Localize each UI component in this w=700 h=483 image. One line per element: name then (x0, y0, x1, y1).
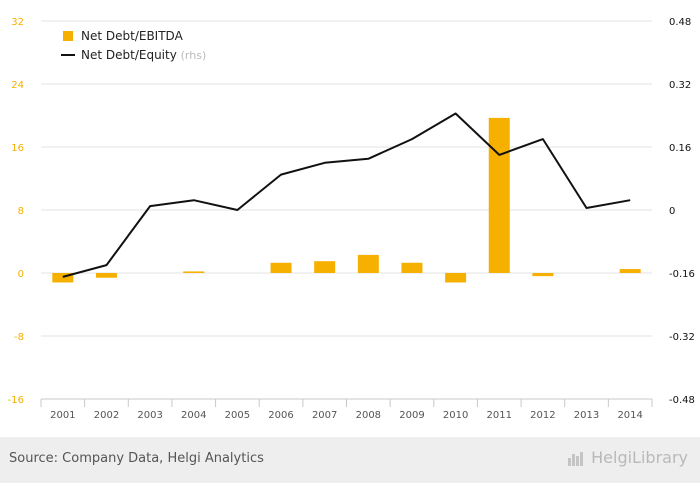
y-left-tick-label: -8 (14, 332, 24, 343)
brand-logo[interactable]: HelgiLibrary (568, 448, 688, 467)
bar-2008 (357, 254, 379, 273)
x-tick-label: 2014 (617, 410, 642, 421)
x-tick-label: 2005 (225, 410, 250, 421)
footer-band (0, 437, 700, 483)
y-left-tick-label: -16 (8, 395, 24, 406)
y-right-tick-label: 0.32 (669, 80, 691, 91)
brand-name: HelgiLibrary (591, 448, 688, 467)
y-right-tick-label: -0.16 (669, 269, 695, 280)
legend-swatch-ebitda (63, 31, 73, 41)
bar-2002 (95, 273, 117, 278)
x-tick-label: 2009 (399, 410, 424, 421)
y-right-tick-label: -0.48 (669, 395, 695, 406)
bar-2009 (401, 262, 423, 273)
y-left-tick-label: 32 (11, 17, 24, 28)
legend-rhs-note: (rhs) (181, 49, 207, 62)
library-icon (568, 450, 586, 466)
x-tick-label: 2011 (487, 410, 512, 421)
x-tick-label: 2004 (181, 410, 206, 421)
bar-2006 (270, 262, 292, 273)
bar-2010 (445, 273, 467, 283)
line-net-debt-equity (62, 112, 631, 278)
bar-2004 (183, 271, 205, 273)
x-tick-label: 2006 (268, 410, 293, 421)
y-left-tick-label: 24 (11, 80, 24, 91)
bar-2011 (488, 117, 510, 273)
y-left-tick-label: 8 (18, 206, 24, 217)
legend-label-equity: Net Debt/Equity (rhs) (81, 48, 206, 62)
legend-label-ebitda: Net Debt/EBITDA (81, 29, 184, 43)
x-tick-label: 2007 (312, 410, 337, 421)
x-tick-label: 2002 (94, 410, 119, 421)
y-left-tick-label: 0 (18, 269, 24, 280)
x-tick-label: 2003 (137, 410, 162, 421)
y-right-tick-label: 0.16 (669, 143, 691, 154)
y-left-tick-label: 16 (11, 143, 24, 154)
bar-2007 (314, 261, 336, 273)
y-right-tick-label: -0.32 (669, 332, 695, 343)
x-tick-label: 2001 (50, 410, 75, 421)
chart-svg: 32 24 16 8 0 -8 -16 0.48 0.32 0.16 0 -0.16 -0.32 -0.4… (8, 17, 695, 421)
source-text: Source: Company Data, Helgi Analytics (9, 451, 264, 466)
x-tick-label: 2012 (530, 410, 555, 421)
x-tick-label: 2013 (574, 410, 599, 421)
bar-2014 (619, 269, 641, 273)
x-tick-label: 2010 (443, 410, 468, 421)
bar-2012 (532, 273, 554, 277)
y-right-tick-label: 0.48 (669, 17, 691, 28)
bar-2001 (52, 273, 74, 283)
x-tick-label: 2008 (356, 410, 381, 421)
y-right-tick-label: 0 (669, 206, 675, 217)
